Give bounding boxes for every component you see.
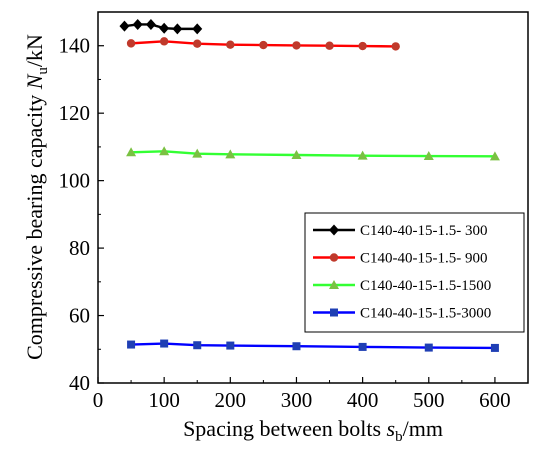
- y-tick-label-80: 80: [69, 236, 90, 260]
- series-1-point: [159, 22, 170, 34]
- series-3-point: [126, 147, 137, 157]
- series-4-point: [358, 342, 367, 351]
- series-2-point: [391, 42, 400, 51]
- series-3-legend-label: C140-40-15-1.5-1500: [360, 278, 491, 294]
- series-1-legend-label: C140-40-15-1.5- 300: [360, 223, 488, 239]
- series-4-point: [160, 339, 169, 348]
- series-4-point: [292, 342, 301, 351]
- series-4-point: [226, 341, 235, 350]
- series-3-point: [357, 150, 368, 160]
- series-1-point: [192, 23, 203, 35]
- series-3-point: [159, 146, 170, 156]
- series-2-point: [325, 41, 334, 50]
- series-2-point: [259, 40, 268, 50]
- x-tick-label-400: 400: [347, 388, 379, 412]
- x-tick-label-500: 500: [413, 388, 445, 412]
- series-4-point: [490, 343, 499, 352]
- series-4-point: [193, 341, 202, 350]
- series-3-point: [192, 148, 203, 158]
- y-tick-label-60: 60: [69, 304, 90, 328]
- x-tick-label-0: 0: [93, 388, 104, 412]
- x-tick-label-200: 200: [215, 388, 247, 412]
- series-layer: [119, 18, 500, 352]
- plot-frame: [97, 11, 529, 384]
- y-tick-label-100: 100: [59, 169, 91, 193]
- series-3-point: [423, 151, 434, 161]
- series-3-line: [131, 150, 495, 158]
- series-2-point: [159, 37, 169, 46]
- series-4-legend-label: C140-40-15-1.5-3000: [360, 306, 491, 322]
- series-1-legend-marker: [329, 224, 339, 236]
- series-3-point: [489, 151, 500, 161]
- y-tick-label-140: 140: [59, 34, 91, 58]
- series-2-point: [358, 41, 367, 51]
- series-2-legend-marker: [329, 253, 339, 262]
- series-1-point: [145, 18, 156, 30]
- y-tick-label-40: 40: [69, 371, 90, 395]
- series-4-point: [424, 343, 433, 352]
- series-4-legend-marker: [330, 308, 338, 317]
- series-2-point: [226, 40, 235, 49]
- series-3-point: [225, 149, 236, 159]
- legend: C140-40-15-1.5- 300 C140-40-15-1.5- 900 C1…: [304, 212, 525, 333]
- x-tick-label-300: 300: [281, 388, 313, 412]
- x-tick-label-600: 600: [479, 388, 511, 412]
- series-2-point: [126, 39, 136, 48]
- series-3-point: [291, 150, 302, 160]
- series-4-line: [131, 342, 495, 350]
- series-1-point: [172, 23, 183, 35]
- series-1-point: [132, 18, 143, 30]
- x-tick-label-100: 100: [148, 388, 180, 412]
- series-2-legend-label: C140-40-15-1.5- 900: [360, 251, 488, 267]
- axis-ticks: 0 100 200 300 400 500 600 40 60 80 100 120 140: [59, 34, 511, 412]
- series-3-legend-marker: [329, 280, 339, 289]
- series-2-point: [292, 41, 301, 50]
- series-1-point: [119, 20, 130, 32]
- series-2-point: [193, 39, 202, 48]
- series-4-point: [127, 340, 136, 349]
- y-tick-label-120: 120: [59, 101, 91, 125]
- y-axis-title: Compressive bearing capacity Nu/kN: [22, 34, 51, 360]
- x-axis-title: Spacing between bolts sb/mm: [183, 416, 443, 445]
